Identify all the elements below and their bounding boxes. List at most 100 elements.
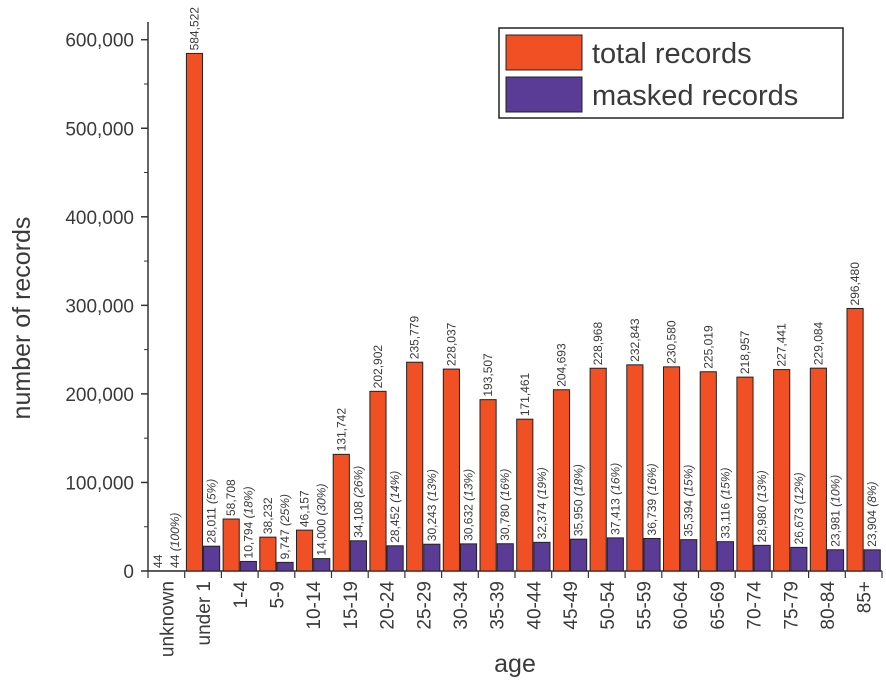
bar-value-label-total: 218,957 — [738, 330, 752, 374]
masked-count: 23,981 — [829, 507, 843, 547]
masked-count: 23,904 — [865, 507, 879, 547]
legend-swatch-total-records — [505, 34, 583, 71]
masked-percent: (18%) — [241, 486, 255, 518]
masked-percent: (16%) — [608, 463, 622, 495]
bar-value-label-masked: 23,981 (10%) — [829, 475, 843, 547]
x-tick-label: 45-49 — [561, 581, 582, 630]
bar-total-records — [516, 418, 534, 572]
bar-value-label-masked: 28,980 (13%) — [755, 470, 769, 542]
bar-masked-records — [239, 560, 257, 572]
bar-value-label-total: 38,232 — [261, 497, 275, 534]
masked-count: 35,950 — [572, 496, 586, 536]
bar-value-label-masked: 30,243 (13%) — [425, 469, 439, 541]
masked-percent: (13%) — [425, 469, 439, 501]
y-tick-label: 400,000 — [65, 208, 134, 229]
bar-masked-records — [716, 541, 734, 572]
bar-value-label-total: 225,019 — [701, 325, 715, 369]
bar-value-label-total: 193,507 — [481, 353, 495, 397]
legend: total records masked records — [498, 27, 844, 119]
bar-value-label-total: 227,441 — [775, 323, 789, 367]
bar-masked-records — [643, 537, 661, 572]
y-tick-label: 500,000 — [65, 119, 134, 140]
bar-masked-records — [533, 541, 551, 572]
masked-count: 30,243 — [425, 501, 439, 541]
masked-percent: (25%) — [278, 494, 292, 526]
bar-value-label-total: 232,843 — [628, 318, 642, 362]
bars — [149, 52, 881, 572]
bar-masked-records — [423, 543, 441, 572]
bar-total-records — [552, 389, 571, 572]
x-tick-label: 80-84 — [818, 581, 839, 630]
bar-total-records — [185, 52, 204, 572]
x-tick-label: 35-39 — [488, 581, 509, 630]
x-tick-label: 5-9 — [267, 581, 288, 608]
masked-count: 30,780 — [498, 501, 512, 541]
bar-masked-records — [313, 558, 331, 572]
masked-count: 33,116 — [718, 500, 732, 539]
masked-count: 36,739 — [645, 495, 659, 535]
masked-count: 37,413 — [608, 495, 622, 535]
x-axis-title: age — [494, 650, 536, 678]
bar-total-records — [846, 307, 864, 572]
bar-total-records — [736, 376, 754, 572]
masked-count: 30,632 — [462, 501, 476, 541]
bar-value-label-total: 228,037 — [444, 322, 458, 366]
x-tick-label: 10-14 — [304, 581, 325, 630]
masked-percent: (26%) — [351, 466, 365, 498]
legend-label-masked-records: masked records — [592, 80, 798, 112]
bar-value-label-masked: 32,374 (19%) — [535, 467, 549, 539]
y-ticks: 0 100,000 200,000 300,000 400,000 500,000 600,… — [65, 31, 148, 583]
bar-masked-records — [349, 540, 367, 572]
bar-total-records — [809, 367, 827, 572]
bar-value-label-total: 584,522 — [187, 7, 201, 51]
x-tick-label: 60-64 — [671, 581, 692, 630]
bar-value-label-total: 228,968 — [591, 322, 605, 366]
bar-value-label-total: 229,084 — [811, 321, 825, 365]
bar-value-label-masked: 36,739 (16%) — [645, 463, 659, 535]
x-tick-label: 70-74 — [745, 581, 766, 630]
masked-count: 10,794 — [241, 518, 255, 558]
bar-value-label-masked: 30,780 (16%) — [498, 469, 512, 541]
bar-value-label-masked: 37,413 (16%) — [608, 463, 622, 535]
x-tick-label: 1-4 — [231, 581, 252, 609]
legend-label-total-records: total records — [592, 38, 752, 70]
x-tick-label: unknown — [157, 581, 178, 657]
masked-percent: (12%) — [792, 472, 806, 504]
bar-value-label-total: 131,742 — [334, 408, 348, 452]
bar-masked-records — [606, 537, 624, 572]
bar-value-label-total: 230,580 — [665, 320, 679, 364]
masked-count: 26,673 — [792, 504, 806, 544]
bar-masked-records — [386, 545, 404, 572]
x-tick-label: 30-34 — [451, 581, 472, 630]
bar-total-records — [222, 518, 240, 572]
bar-masked-records — [826, 549, 845, 572]
masked-percent: (15%) — [682, 465, 696, 497]
bar-labels: 44 44 (100%) 584,522 28,011 (5%) 58,70810,79… — [151, 7, 879, 568]
bar-value-label-masked: 33,116 (15%) — [718, 468, 732, 539]
x-tick-label: 20-24 — [378, 581, 399, 630]
masked-count: 28,011 — [205, 504, 219, 543]
bar-total-records — [332, 453, 350, 572]
x-tick-label: 15-19 — [341, 581, 362, 630]
bar-total-records — [369, 390, 387, 572]
masked-percent: (19%) — [535, 467, 549, 499]
masked-count: 28,452 — [388, 503, 402, 543]
bar-value-label-masked: 28,011 (5%) — [205, 479, 219, 544]
y-tick-label: 200,000 — [65, 385, 134, 406]
bar-value-label-masked: 44 (100%) — [168, 513, 182, 568]
masked-percent: (13%) — [462, 469, 476, 501]
masked-count: 44 — [168, 551, 182, 568]
bar-masked-records — [790, 546, 808, 572]
masked-percent: (30%) — [315, 484, 329, 516]
bar-value-label-masked: 28,452 (14%) — [388, 471, 402, 543]
masked-count: 34,108 — [351, 498, 365, 538]
bar-value-label-total: 202,902 — [371, 345, 385, 389]
bar-total-records — [626, 364, 644, 572]
bar-value-label-masked: 35,394 (15%) — [682, 465, 696, 537]
bar-masked-records — [203, 545, 221, 572]
bar-total-records — [259, 536, 277, 572]
bar-value-label-total: 58,708 — [224, 479, 238, 516]
masked-percent: (16%) — [645, 463, 659, 495]
masked-count: 14,000 — [315, 516, 329, 556]
bar-value-label-masked: 35,950 (18%) — [572, 464, 586, 536]
